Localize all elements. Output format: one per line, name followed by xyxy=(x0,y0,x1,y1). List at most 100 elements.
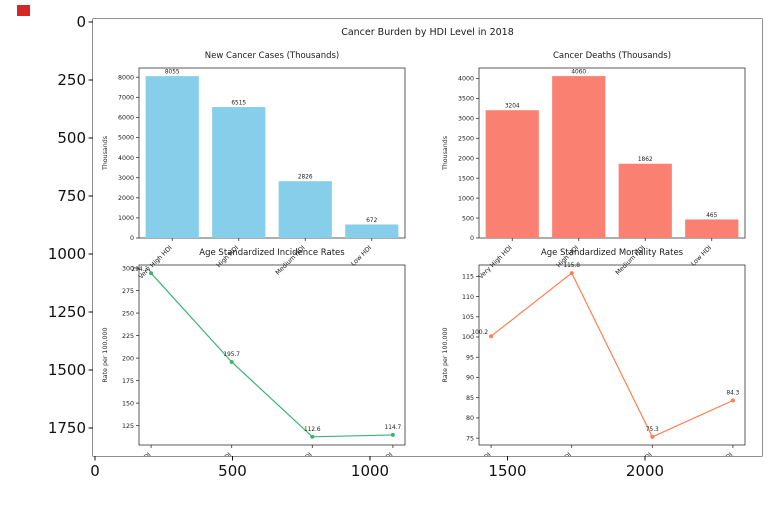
point-value-label: 294.3 xyxy=(131,267,148,273)
y-axis-label: Thousands xyxy=(102,136,109,171)
y-tick-label: 110 xyxy=(462,294,474,301)
y-tick-label: 500 xyxy=(462,215,474,222)
y-tick-label: 175 xyxy=(122,378,134,385)
point-value-label: 114.7 xyxy=(385,425,402,431)
y-tick-label: 150 xyxy=(122,400,134,407)
data-point xyxy=(489,334,494,339)
y-tick-label: 0 xyxy=(470,235,474,242)
outer-y-tick-label: 750 xyxy=(57,187,86,205)
y-tick-label: 2000 xyxy=(118,195,134,202)
outer-y-tick-label: 250 xyxy=(57,71,86,89)
y-tick-label: 3000 xyxy=(458,116,474,123)
data-point xyxy=(390,432,395,437)
x-tick-label: High HDI xyxy=(208,451,233,456)
y-tick-label: 3500 xyxy=(458,96,474,103)
point-value-label: 195.7 xyxy=(223,352,240,358)
axes-frame xyxy=(138,264,406,446)
figure-suptitle: Cancer Burden by HDI Level in 2018 xyxy=(341,27,514,38)
y-tick-label: 2000 xyxy=(458,155,474,162)
y-tick-label: 1000 xyxy=(118,215,134,222)
point-value-label: 75.3 xyxy=(646,427,659,433)
y-tick-label: 250 xyxy=(122,310,134,317)
y-axis-label: Rate per 100,000 xyxy=(102,328,109,383)
y-tick-label: 4000 xyxy=(118,155,134,162)
y-tick-label: 5000 xyxy=(118,135,134,142)
bar xyxy=(485,110,539,238)
x-tick-label: High HDI xyxy=(548,451,573,456)
bar-value-label: 465 xyxy=(706,213,717,219)
data-point xyxy=(229,359,234,364)
red-marker xyxy=(17,5,30,16)
axes-frame xyxy=(478,67,746,239)
y-tick-label: 2500 xyxy=(458,136,474,143)
y-axis-label: Rate per 100,000 xyxy=(442,328,449,383)
point-value-label: 112.6 xyxy=(304,427,321,433)
y-tick-label: 275 xyxy=(122,288,134,295)
bar-value-label: 6515 xyxy=(231,101,246,107)
x-tick-label: Medium HDI xyxy=(621,451,653,456)
bar xyxy=(345,224,399,238)
bar xyxy=(552,76,606,238)
subplot-mortality-rates: Age Standardized Mortality Rates Rate per… xyxy=(427,236,761,456)
y-tick-label: 105 xyxy=(462,314,474,321)
data-point xyxy=(310,434,315,439)
data-line xyxy=(150,272,393,438)
bar xyxy=(145,76,199,238)
y-tick-label: 75 xyxy=(466,435,474,442)
y-tick-label: 100 xyxy=(462,334,474,341)
subplot-cancer-deaths: Cancer Deaths (Thousands) Thousands 0 500 10… xyxy=(427,39,761,289)
outer-y-tick-label: 1750 xyxy=(47,419,86,437)
subplot-incidence-rates: Age Standardized Incidence Rates Rate per… xyxy=(93,236,427,456)
y-tick-label: 90 xyxy=(466,375,474,382)
y-tick-label: 85 xyxy=(466,395,474,402)
y-tick-label: 80 xyxy=(466,415,474,422)
y-tick-label: 200 xyxy=(122,355,134,362)
y-tick-label: 3000 xyxy=(118,175,134,182)
bar xyxy=(618,163,672,238)
bar-value-label: 8055 xyxy=(165,70,180,76)
y-tick-label: 1000 xyxy=(458,195,474,202)
outer-x-tick-label: 0 xyxy=(90,462,100,480)
outer-y-tick-label: 1000 xyxy=(47,245,86,263)
y-tick-label: 4000 xyxy=(458,76,474,83)
subplot-new-cancer-cases: New Cancer Cases (Thousands) Thousands 0 10… xyxy=(93,39,427,289)
point-value-label: 100.2 xyxy=(471,330,488,336)
outer-x-tick-label: 2000 xyxy=(625,462,665,480)
outer-x-tick-label: 1500 xyxy=(488,462,527,480)
chart-title: New Cancer Cases (Thousands) xyxy=(205,51,339,61)
bar-value-label: 1862 xyxy=(638,157,653,163)
y-tick-label: 8000 xyxy=(118,74,134,81)
point-value-label: 115.8 xyxy=(563,263,580,269)
data-point xyxy=(650,434,655,439)
bar-value-label: 2826 xyxy=(298,175,313,181)
y-tick-label: 300 xyxy=(122,265,134,272)
y-axis-label: Thousands xyxy=(442,136,449,171)
outer-x-tick-label: 1000 xyxy=(350,462,390,480)
y-tick-label: 7000 xyxy=(118,95,134,102)
y-tick-label: 1500 xyxy=(458,175,474,182)
x-tick-label: Low HDI xyxy=(371,451,394,456)
outer-y-tick-label: 0 xyxy=(76,13,86,31)
chart-svg-cases: New Cancer Cases (Thousands) Thousands 0 10… xyxy=(102,51,406,280)
y-tick-label: 6000 xyxy=(118,115,134,122)
outer-y-tick-label: 1250 xyxy=(47,303,86,321)
bar xyxy=(685,219,739,238)
x-tick-label: Very High HDI xyxy=(116,451,152,456)
y-tick-label: 115 xyxy=(462,274,474,281)
x-tick-label: Low HDI xyxy=(711,451,734,456)
chart-title: Cancer Deaths (Thousands) xyxy=(553,51,671,61)
bar xyxy=(278,181,332,238)
outer-y-tick-label: 1500 xyxy=(47,361,86,379)
data-line xyxy=(490,272,734,438)
bar-value-label: 3204 xyxy=(505,104,520,110)
embedded-figure: Cancer Burden by HDI Level in 2018 New C… xyxy=(93,19,762,456)
y-tick-label: 125 xyxy=(122,423,134,430)
bar-value-label: 4060 xyxy=(571,70,586,76)
point-value-label: 84.3 xyxy=(726,391,739,397)
x-tick-label: Medium HDI xyxy=(281,451,313,456)
data-point xyxy=(730,398,735,403)
y-tick-label: 0 xyxy=(130,235,134,242)
y-tick-label: 225 xyxy=(122,333,134,340)
chart-svg-deaths: Cancer Deaths (Thousands) Thousands 0 500 10… xyxy=(442,51,746,280)
